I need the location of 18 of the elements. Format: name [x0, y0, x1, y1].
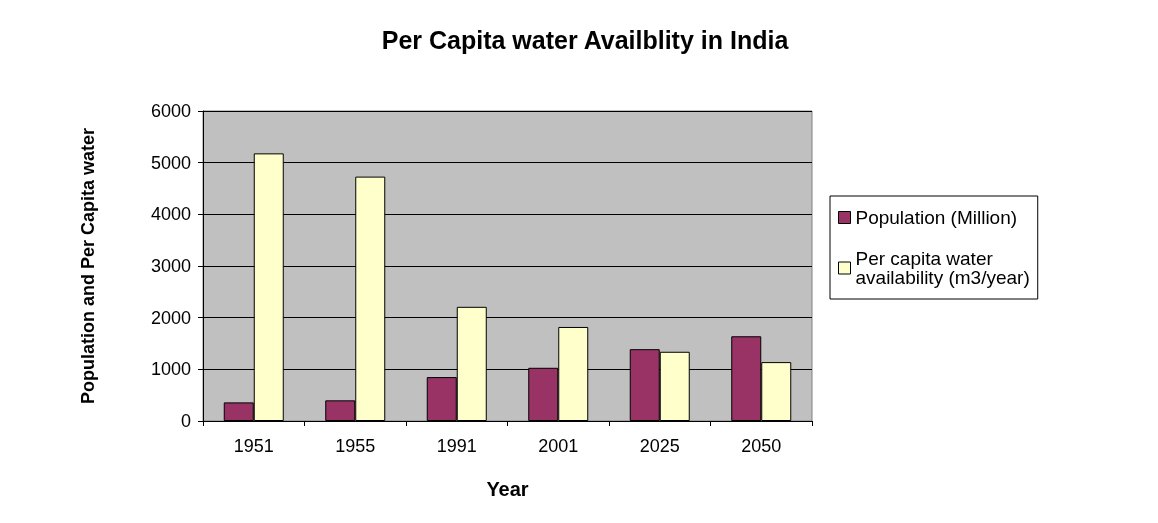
x-tick-label: 1991	[436, 436, 477, 456]
x-tick-label: 1951	[233, 436, 274, 456]
y-tick-label: 6000	[150, 101, 191, 121]
x-tick-label: 1955	[335, 436, 376, 456]
x-tick-label: 2025	[639, 436, 680, 456]
legend-label: Population (Million)	[855, 207, 1018, 228]
y-tick-label: 5000	[150, 152, 191, 173]
y-tick-label: 0	[180, 411, 191, 431]
x-tick-label: 2050	[741, 436, 782, 456]
y-tick-label: 3000	[150, 256, 191, 276]
y-tick-label: 1000	[150, 359, 191, 380]
chart-title: Per Capita water Availblity in India	[381, 25, 790, 54]
legend-label: Per capita water availability (m3/year)	[855, 248, 1030, 288]
y-tick-label: 2000	[150, 307, 191, 328]
x-axis-title: Year	[486, 478, 529, 500]
x-tick-label: 2001	[538, 436, 579, 456]
y-axis-title: Population and Per Capita water	[78, 127, 98, 405]
y-tick-label: 4000	[150, 204, 191, 225]
